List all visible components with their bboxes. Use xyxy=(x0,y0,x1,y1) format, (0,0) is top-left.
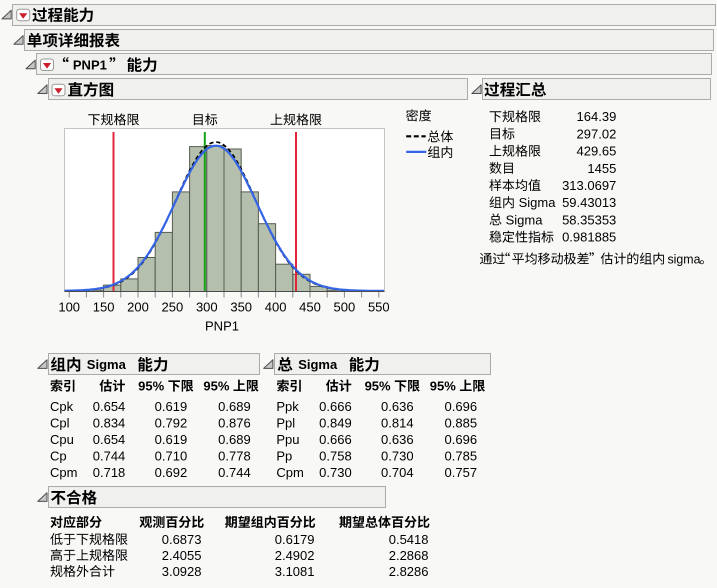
svg-text:0.730: 0.730 xyxy=(319,465,352,480)
svg-text:PNP1: PNP1 xyxy=(73,57,107,72)
svg-text:2.4055: 2.4055 xyxy=(162,548,202,563)
svg-text:0.6873: 0.6873 xyxy=(162,532,202,547)
svg-text:0.710: 0.710 xyxy=(155,449,188,464)
svg-text:3.0928: 3.0928 xyxy=(162,564,202,579)
svg-text:0.666: 0.666 xyxy=(319,399,352,414)
svg-text:250: 250 xyxy=(162,300,184,315)
svg-text:0.689: 0.689 xyxy=(218,432,251,447)
svg-text:Ppu: Ppu xyxy=(276,432,299,447)
svg-text:0.636: 0.636 xyxy=(381,399,414,414)
svg-text:95%: 95% xyxy=(203,379,229,394)
svg-text:0.758: 0.758 xyxy=(319,449,352,464)
svg-text:0.654: 0.654 xyxy=(93,432,126,447)
svg-text:0.654: 0.654 xyxy=(93,399,126,414)
svg-text:0.792: 0.792 xyxy=(155,415,188,430)
svg-text:Cpl: Cpl xyxy=(50,415,70,430)
svg-text:300: 300 xyxy=(196,300,218,315)
svg-text:0.718: 0.718 xyxy=(93,465,126,480)
svg-text:Sigma: Sigma xyxy=(298,357,338,372)
svg-text:2.4902: 2.4902 xyxy=(275,548,315,563)
svg-text:400: 400 xyxy=(265,300,287,315)
svg-text:0.666: 0.666 xyxy=(319,432,352,447)
svg-text:Cpu: Cpu xyxy=(50,432,74,447)
svg-text:0.814: 0.814 xyxy=(381,415,414,430)
svg-text:0.876: 0.876 xyxy=(218,415,251,430)
svg-text:0.636: 0.636 xyxy=(381,432,414,447)
svg-text:2.8286: 2.8286 xyxy=(389,564,429,579)
svg-text:2.2868: 2.2868 xyxy=(389,548,429,563)
svg-text:0.785: 0.785 xyxy=(445,449,478,464)
svg-text:Cp: Cp xyxy=(50,449,67,464)
svg-text:1455: 1455 xyxy=(587,161,616,176)
svg-text:0.757: 0.757 xyxy=(445,465,478,480)
svg-text:0.696: 0.696 xyxy=(445,399,478,414)
svg-text:0.885: 0.885 xyxy=(445,415,478,430)
svg-text:0.834: 0.834 xyxy=(93,415,126,430)
svg-text:sigma: sigma xyxy=(668,251,702,266)
svg-text:200: 200 xyxy=(127,300,149,315)
svg-text:0.692: 0.692 xyxy=(155,465,188,480)
svg-text:0.5418: 0.5418 xyxy=(389,532,429,547)
svg-text:429.65: 429.65 xyxy=(577,144,617,159)
svg-text:0.619: 0.619 xyxy=(155,432,188,447)
svg-text:Sigma: Sigma xyxy=(519,195,557,210)
svg-text:Ppl: Ppl xyxy=(276,415,295,430)
svg-text:450: 450 xyxy=(299,300,321,315)
svg-text:0.981885: 0.981885 xyxy=(562,230,616,245)
svg-text:0.619: 0.619 xyxy=(155,399,188,414)
svg-text:Sigma: Sigma xyxy=(87,357,127,372)
svg-text:PNP1: PNP1 xyxy=(205,319,239,334)
svg-text:Sigma: Sigma xyxy=(506,212,544,227)
svg-text:0.689: 0.689 xyxy=(218,399,251,414)
svg-text:0.849: 0.849 xyxy=(319,415,352,430)
svg-text:313.0697: 313.0697 xyxy=(562,178,616,193)
svg-text:0.778: 0.778 xyxy=(218,449,251,464)
svg-text:550: 550 xyxy=(368,300,390,315)
svg-text:0.696: 0.696 xyxy=(445,432,478,447)
svg-text:Pp: Pp xyxy=(276,449,292,464)
svg-text:95%: 95% xyxy=(365,379,391,394)
svg-text:350: 350 xyxy=(230,300,252,315)
svg-text:500: 500 xyxy=(334,300,356,315)
svg-text:150: 150 xyxy=(93,300,115,315)
svg-text:95%: 95% xyxy=(430,379,456,394)
svg-text:0.730: 0.730 xyxy=(381,449,414,464)
svg-text:59.43013: 59.43013 xyxy=(562,195,616,210)
svg-text:0.6179: 0.6179 xyxy=(275,532,315,547)
svg-text:Cpk: Cpk xyxy=(50,399,74,414)
svg-text:0.744: 0.744 xyxy=(218,465,251,480)
svg-text:297.02: 297.02 xyxy=(577,126,617,141)
svg-text:95%: 95% xyxy=(138,379,164,394)
svg-text:Cpm: Cpm xyxy=(276,465,303,480)
svg-text:Ppk: Ppk xyxy=(276,399,299,414)
svg-text:0.744: 0.744 xyxy=(93,449,126,464)
svg-text:Cpm: Cpm xyxy=(50,465,77,480)
svg-text:58.35353: 58.35353 xyxy=(562,212,616,227)
svg-text:164.39: 164.39 xyxy=(577,109,617,124)
svg-text:0.704: 0.704 xyxy=(381,465,414,480)
svg-text:3.1081: 3.1081 xyxy=(275,564,315,579)
svg-text:100: 100 xyxy=(58,300,80,315)
